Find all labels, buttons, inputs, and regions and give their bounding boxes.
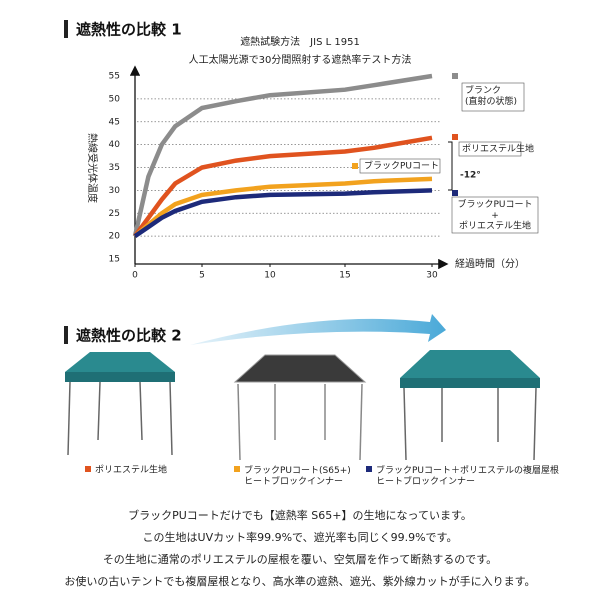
tent-images (65, 350, 540, 461)
legend-swatch (452, 190, 458, 196)
series-line (133, 176, 433, 238)
heading-bar (64, 326, 68, 344)
y-tick-label: 20 (109, 232, 121, 242)
legend-box (458, 141, 522, 157)
y-tick-label: 50 (109, 94, 121, 104)
series-line (132, 73, 433, 237)
chart-subtitle: 人工太陽光源で30分間照射する遮熱率テスト方法 (189, 53, 412, 66)
legend-swatch (452, 73, 458, 79)
y-tick-label: 15 (109, 255, 120, 265)
body-text: この生地はUVカット率99.9%で、遮光率も同じく99.9%です。 (143, 530, 458, 544)
legend-swatch (234, 466, 240, 472)
x-tick-label: 0 (132, 271, 138, 281)
legend-swatch (366, 466, 372, 472)
chart-title: 遮熱試験方法 JIS L 1951 (240, 35, 360, 48)
x-tick-label: 15 (339, 271, 350, 281)
legend-label: ブラックPUコート+ポリエステル生地 (457, 198, 532, 232)
bracket (448, 141, 453, 191)
legend-label: ブランク(直射の状態) (465, 84, 517, 107)
legend-box (461, 82, 525, 112)
y-tick-label: 35 (109, 163, 120, 173)
arrow (190, 314, 446, 345)
legend-box (359, 158, 441, 174)
y-tick-label: 55 (109, 72, 120, 82)
legend-label: ポリエステル生地 (95, 464, 167, 476)
plot: 15 20 25 30 35 40 45 50 55 0 5 10 15 30 ブランク(直射の状態) ポリエ… (109, 72, 539, 281)
section-heading: 遮熱性の比較 2 (76, 327, 182, 345)
x-tick-label: 30 (426, 271, 438, 281)
y-tick-label: 40 (109, 140, 121, 150)
body-text: お使いの古いテントでも複層屋根となり、高水準の遮熱、遮光、紫外線カットが手に入り… (64, 574, 535, 588)
series-line (133, 188, 433, 238)
legend-swatch (452, 134, 458, 140)
x-axis-label: 経過時間（分） (455, 257, 525, 270)
body-text: ブラックPUコートだけでも【遮熱率 S65+】の生地になっています。 (128, 508, 472, 522)
legend-label: ブラックPUコート＋ポリエステルの複層屋根ヒートブロックインナー (376, 464, 559, 487)
y-tick-label: 25 (109, 209, 120, 219)
x-tick-label: 10 (264, 271, 276, 281)
legend-swatch (85, 466, 91, 472)
y-tick-label: 45 (109, 117, 120, 127)
y-tick-label: 30 (109, 186, 121, 196)
section-heading: 遮熱性の比較 1 (76, 21, 182, 39)
legend-label: ポリエステル生地 (462, 143, 534, 155)
body-text: その生地に通常のポリエステルの屋根を覆い、空気層を作って断熱するのです。 (103, 552, 497, 566)
legend-swatch (352, 163, 358, 169)
legend-label: ブラックPUコート(S65+)ヒートブロックインナー (244, 464, 351, 487)
y-axis-label: 熱線受光体温度 (86, 133, 99, 203)
annotation: -12° (460, 171, 481, 181)
legend-label: ブラックPUコート (364, 160, 439, 172)
series-line (133, 135, 433, 238)
legend-box (451, 196, 539, 234)
heading-bar (64, 20, 68, 38)
x-tick-label: 5 (199, 271, 205, 281)
